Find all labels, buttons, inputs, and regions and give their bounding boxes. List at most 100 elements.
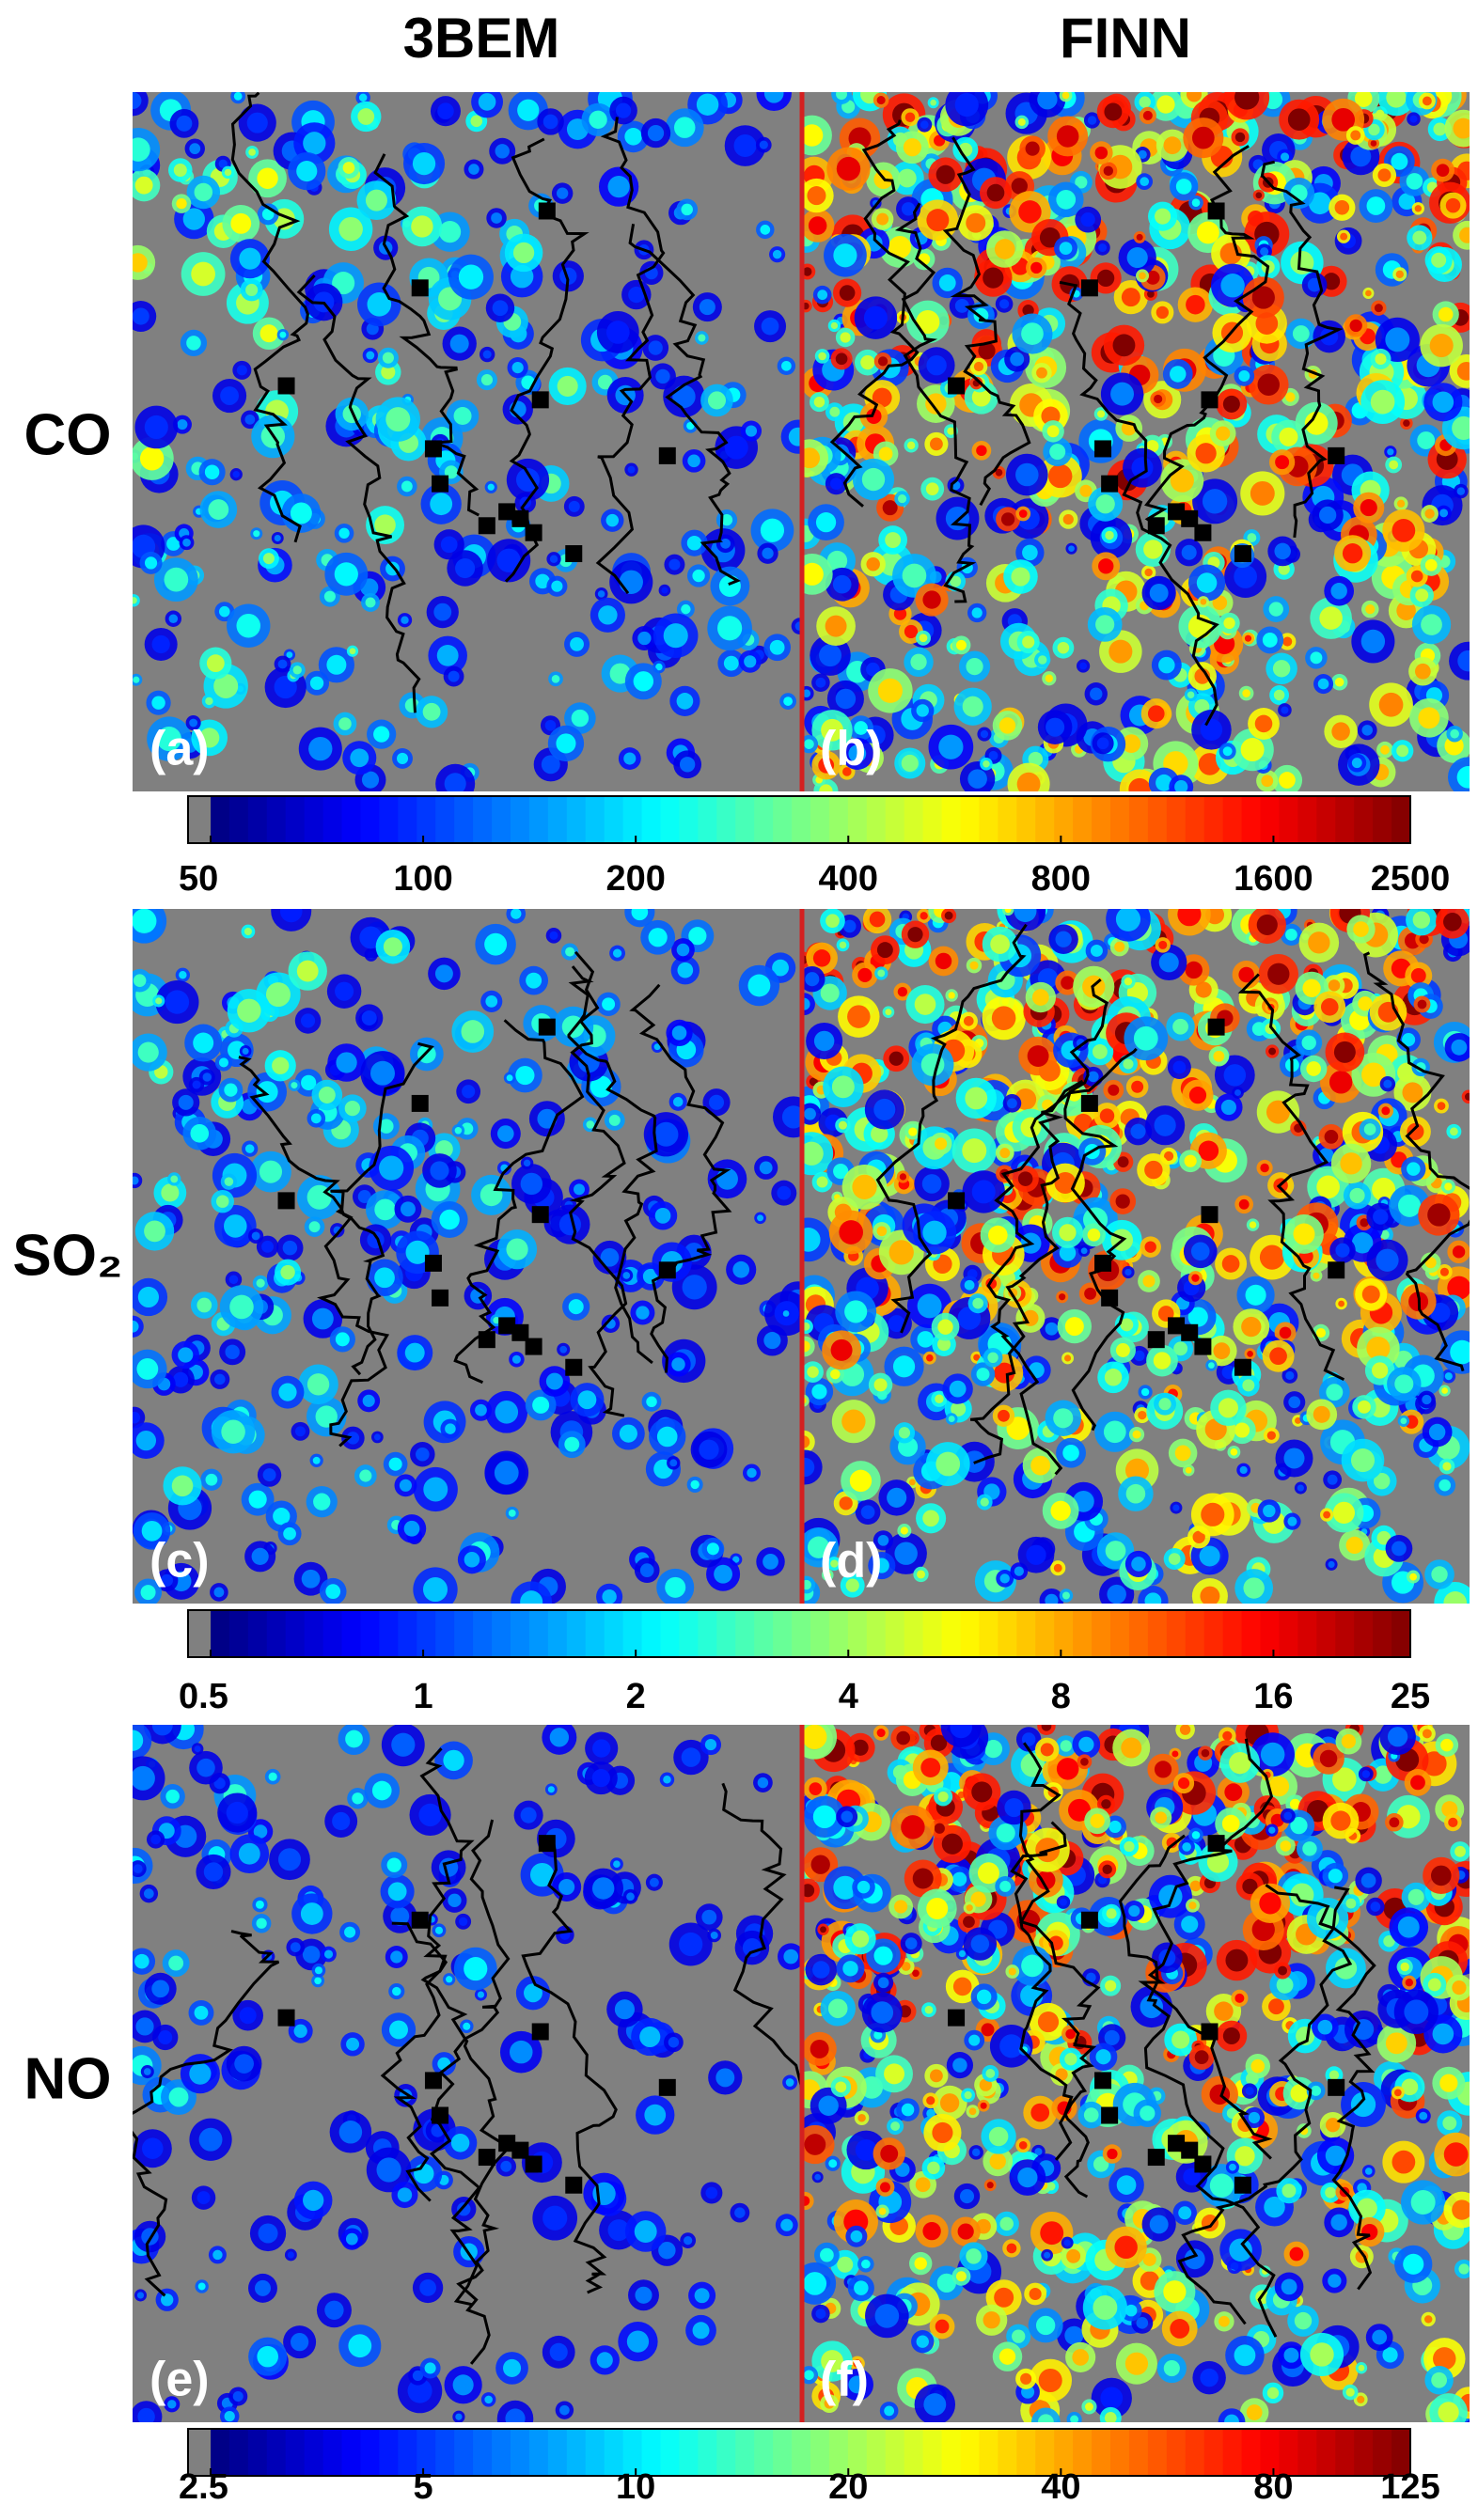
emission-blob [208, 499, 229, 520]
emission-blob [1131, 457, 1154, 479]
map-panel: (d) [803, 909, 1470, 1604]
emission-blob [688, 927, 707, 946]
emission-blob [877, 1534, 889, 1546]
emission-blob [1357, 1400, 1371, 1414]
emission-blob [1316, 1175, 1340, 1199]
emission-blob [1450, 728, 1459, 739]
emission-blob [1181, 544, 1197, 560]
emission-blob [906, 441, 916, 450]
emission-blob [156, 727, 181, 752]
emission-blob [1437, 1102, 1446, 1110]
emission-blob [590, 1075, 613, 1098]
emission-blob [1403, 419, 1410, 427]
emission-blob [1004, 909, 1012, 914]
emission-blob [1279, 427, 1298, 446]
emission-blob [1350, 130, 1361, 141]
emission-blob [849, 1469, 873, 1493]
emission-blob [973, 1354, 981, 1361]
emission-blob [807, 186, 826, 206]
emission-blob [1285, 392, 1296, 402]
emission-blob [962, 696, 983, 717]
emission-blob [835, 688, 857, 710]
emission-blob [1124, 1458, 1150, 1482]
site-marker [565, 2176, 583, 2194]
emission-blob [300, 1902, 323, 1925]
emission-blob [439, 1209, 460, 1230]
emission-blob [1317, 678, 1329, 690]
emission-blob [1340, 232, 1348, 241]
emission-blob [412, 151, 436, 176]
emission-blob [1072, 2349, 1090, 2366]
site-marker [1101, 475, 1119, 493]
emission-blob [1115, 909, 1141, 931]
emission-blob [282, 1240, 298, 1256]
emission-blob [1240, 738, 1265, 762]
emission-blob [1147, 290, 1155, 298]
emission-blob [714, 1564, 732, 1584]
row-label: SO₂ [12, 1223, 122, 1288]
emission-blob [345, 2232, 358, 2246]
emission-blob [1142, 110, 1153, 120]
emission-blob [1313, 1272, 1320, 1279]
emission-blob [971, 1180, 996, 1204]
emission-blob [596, 2352, 613, 2369]
emission-blob [699, 1439, 719, 1460]
emission-blob [1432, 391, 1454, 414]
emission-blob [847, 1005, 871, 1028]
emission-blob [825, 615, 847, 637]
emission-blob [1090, 687, 1103, 700]
emission-blob [265, 982, 291, 1008]
emission-blob [876, 942, 893, 959]
emission-blob [1156, 774, 1172, 791]
emission-blob [917, 1570, 925, 1579]
emission-blob [845, 1578, 859, 1592]
emission-blob [1117, 1156, 1129, 1168]
emission-blob [1156, 95, 1175, 114]
panel-label: (a) [149, 722, 210, 776]
emission-blob [256, 1917, 267, 1929]
emission-blob [197, 2191, 211, 2205]
emission-blob [925, 393, 947, 415]
emission-blob [1022, 635, 1035, 649]
emission-blob [783, 1949, 799, 1964]
emission-blob [311, 1307, 334, 1330]
emission-blob [144, 556, 158, 570]
emission-blob [1398, 1194, 1422, 1217]
emission-blob [1427, 1203, 1451, 1227]
emission-blob [1096, 737, 1109, 750]
emission-blob [1213, 1342, 1231, 1360]
emission-blob [1412, 911, 1431, 929]
emission-blob [1383, 1935, 1395, 1948]
emission-blob [303, 132, 326, 155]
emission-blob [681, 603, 691, 615]
emission-blob [1185, 961, 1203, 979]
emission-blob [671, 1357, 685, 1371]
emission-blob [808, 216, 827, 235]
emission-blob [1012, 2329, 1026, 2343]
emission-blob [283, 1526, 296, 1541]
emission-blob [411, 215, 433, 238]
emission-blob [1222, 746, 1233, 757]
emission-blob [485, 995, 498, 1008]
emission-blob [866, 408, 882, 424]
emission-blob [151, 1980, 170, 1998]
emission-blob [1443, 912, 1462, 931]
emission-blob [186, 336, 201, 351]
emission-blob [1220, 1099, 1236, 1116]
emission-blob [720, 514, 733, 526]
emission-blob [1038, 2368, 1062, 2393]
emission-blob [844, 1300, 868, 1323]
emission-blob [707, 391, 727, 410]
emission-blob [1328, 2274, 1342, 2288]
emission-blob [1263, 1504, 1276, 1518]
emission-blob [661, 587, 668, 594]
emission-blob [1419, 934, 1429, 945]
emission-blob [1216, 426, 1231, 441]
emission-blob [212, 2249, 223, 2261]
emission-blob [508, 1510, 516, 1517]
emission-blob [999, 1148, 1011, 1159]
site-marker [498, 1317, 516, 1335]
emission-blob [694, 2288, 710, 2304]
site-marker [1168, 1317, 1186, 1335]
emission-blob [1133, 1025, 1158, 1051]
